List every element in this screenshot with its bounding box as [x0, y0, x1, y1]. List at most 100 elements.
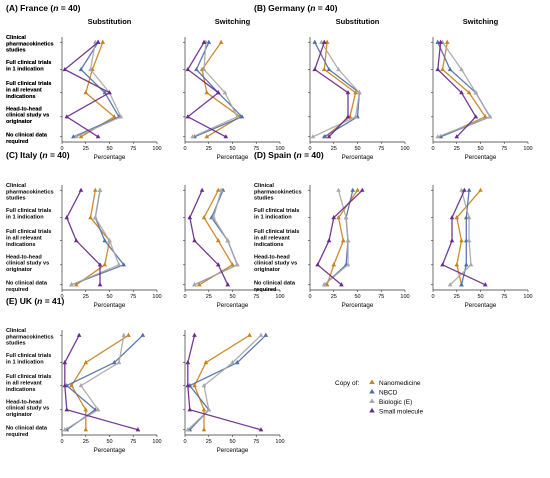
data-point	[116, 359, 122, 365]
category-label: No clinical data	[254, 281, 296, 287]
x-tick-label: 100	[152, 439, 161, 445]
x-axis-label: Percentage	[342, 302, 374, 309]
data-point	[215, 262, 221, 267]
data-point	[69, 383, 74, 388]
data-point	[185, 383, 191, 388]
data-point	[187, 407, 193, 412]
x-tick-label: 0	[308, 294, 311, 300]
panel-title-part: (C) Italy (	[6, 150, 43, 160]
data-point	[126, 332, 131, 337]
data-point	[326, 238, 332, 243]
x-tick-label: 25	[83, 294, 89, 300]
data-point	[222, 90, 228, 95]
data-point	[466, 215, 472, 220]
category-label: Head-to-head	[6, 106, 42, 112]
category-label: in 1 indication	[6, 67, 44, 73]
x-axis-label: Percentage	[217, 302, 249, 309]
data-point	[201, 407, 207, 412]
data-point	[83, 407, 88, 412]
data-point	[444, 39, 450, 44]
panel-title-part: n	[310, 3, 315, 13]
x-axis-label: Percentage	[94, 302, 126, 309]
data-point	[321, 282, 327, 287]
data-point	[185, 114, 191, 119]
category-label: Clinical	[254, 183, 274, 189]
data-point	[215, 90, 221, 95]
series-line-nbcd	[314, 41, 361, 138]
data-point	[64, 215, 69, 220]
category-label: Full clinical trials	[254, 229, 299, 235]
data-point	[321, 134, 327, 139]
x-tick-label: 50	[106, 439, 112, 445]
data-point	[449, 238, 455, 243]
legend-marker	[369, 398, 375, 403]
data-point	[331, 262, 337, 267]
data-point	[204, 134, 210, 139]
legend-label: Small molecule	[379, 409, 423, 416]
data-point	[482, 114, 488, 119]
data-point	[140, 332, 146, 337]
category-label: No clinical data	[6, 281, 48, 287]
data-point	[71, 134, 76, 139]
data-point	[487, 114, 493, 119]
category-label: indications	[6, 242, 36, 248]
panel-3: (D) Spain (n = 40) Clinicalpharmacokineti…	[254, 150, 533, 309]
data-point	[459, 187, 464, 192]
category-label: indications	[6, 94, 36, 100]
x-tick-label: 25	[83, 439, 89, 445]
category-label: in 1 indication	[6, 67, 44, 73]
subplot-0-1: Switching 0 25 50 75 100 Percentage	[183, 17, 285, 161]
data-point	[343, 215, 349, 220]
x-tick-label: 0	[183, 146, 186, 152]
series-line-small-molecule	[441, 190, 486, 286]
data-point	[78, 187, 84, 192]
panel-title-part: (E) UK (	[6, 296, 37, 306]
data-point	[454, 262, 460, 267]
subplot-title: Substitution	[336, 17, 380, 26]
data-point	[112, 114, 117, 119]
x-axis-label: Percentage	[94, 447, 126, 454]
data-point	[192, 383, 197, 388]
data-point	[473, 90, 479, 95]
x-tick-label: 25	[331, 294, 337, 300]
x-tick-label: 75	[501, 146, 507, 152]
panel-title-part: n	[53, 3, 58, 13]
data-point	[78, 383, 84, 388]
category-label: Full clinical trials	[6, 353, 51, 359]
x-tick-label: 50	[106, 146, 112, 152]
category-label: pharmacokinetics	[6, 41, 54, 47]
subplot-4-1: 0 25 50 75 100 Percentage	[183, 330, 285, 454]
data-point	[482, 282, 488, 287]
category-label: Clinical	[6, 35, 26, 41]
data-point	[230, 262, 235, 267]
category-label: Clinical	[6, 35, 26, 41]
data-point	[247, 332, 252, 337]
data-point	[326, 67, 332, 72]
category-label: in all relevant	[254, 236, 290, 242]
data-point	[357, 90, 362, 95]
subplot-1-0: Substitution 0 25 50 75 100 Percentage	[308, 17, 410, 161]
data-point	[234, 359, 240, 365]
category-label: Full clinical trials	[254, 208, 299, 214]
category-label: studies	[254, 196, 274, 202]
data-point	[116, 262, 122, 267]
category-label: originator	[6, 412, 33, 418]
category-label: Full clinical trials	[6, 81, 51, 87]
data-point	[62, 427, 68, 432]
data-point	[185, 427, 191, 432]
category-label: studies	[6, 341, 26, 347]
category-label: No clinical data	[6, 133, 48, 139]
data-point	[88, 215, 93, 220]
category-label: in 1 indication	[6, 215, 44, 221]
series-line-nbcd	[437, 42, 491, 138]
data-point	[196, 282, 202, 287]
category-label: Clinical	[6, 183, 26, 189]
subplot-2-0: 0 25 50 75 100 Percentage	[60, 185, 162, 309]
category-label: indications	[6, 94, 36, 100]
data-point	[76, 332, 82, 337]
panel-title-part: (A) France (	[6, 3, 53, 13]
data-point	[230, 359, 235, 365]
data-point	[74, 238, 79, 243]
x-tick-label: 75	[378, 146, 384, 152]
data-point	[93, 187, 98, 192]
